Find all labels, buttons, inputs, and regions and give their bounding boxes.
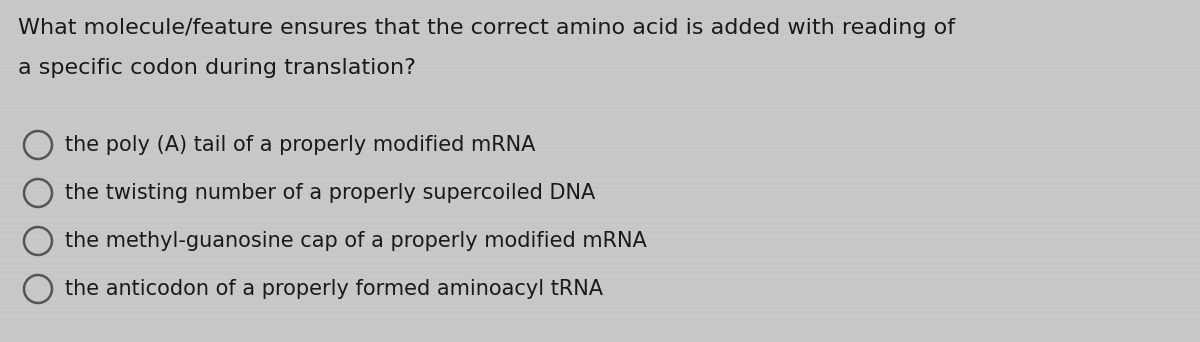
Text: the methyl-guanosine cap of a properly modified mRNA: the methyl-guanosine cap of a properly m…	[65, 231, 647, 251]
Text: a specific codon during translation?: a specific codon during translation?	[18, 58, 416, 78]
Text: the twisting number of a properly supercoiled DNA: the twisting number of a properly superc…	[65, 183, 595, 203]
Text: What molecule/feature ensures that the correct amino acid is added with reading : What molecule/feature ensures that the c…	[18, 18, 955, 38]
Text: the anticodon of a properly formed aminoacyl tRNA: the anticodon of a properly formed amino…	[65, 279, 604, 299]
Text: the poly (A) tail of a properly modified mRNA: the poly (A) tail of a properly modified…	[65, 135, 535, 155]
